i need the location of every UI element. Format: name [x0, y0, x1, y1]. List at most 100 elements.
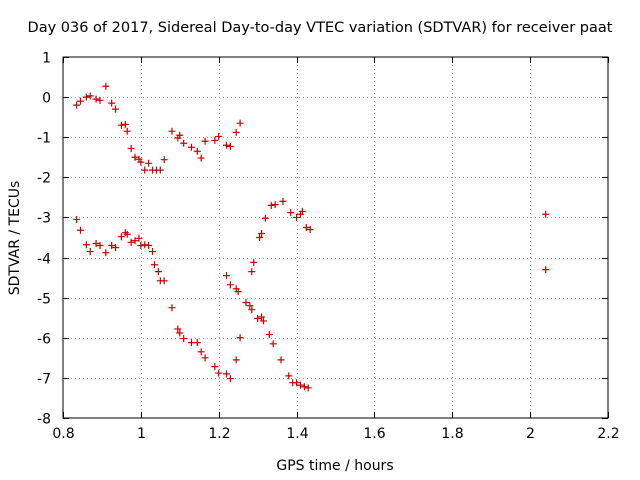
data-point [234, 288, 242, 296]
x-axis-label: GPS time / hours [276, 458, 393, 474]
chart-title: Day 036 of 2017, Sidereal Day-to-day VTE… [28, 20, 613, 36]
y-tick-label: -6 [37, 332, 51, 348]
y-tick-label: -3 [37, 211, 51, 227]
data-point [82, 93, 90, 101]
data-point [223, 141, 230, 149]
x-tick-label: 0.8 [52, 426, 74, 442]
data-point [304, 384, 312, 392]
data-point [117, 121, 125, 129]
data-point [176, 329, 184, 337]
data-point [248, 268, 256, 276]
data-point [141, 166, 149, 174]
data-point [285, 372, 293, 380]
data-point [197, 348, 205, 356]
data-point [223, 370, 230, 378]
data-point [123, 230, 131, 238]
data-point [150, 261, 158, 269]
data-point [277, 356, 285, 364]
data-point [226, 375, 234, 383]
y-tick-label: 1 [42, 51, 51, 67]
data-point [127, 238, 135, 246]
data-point [293, 379, 301, 387]
data-point [141, 241, 149, 249]
y-tick-labels: 1 0 -1 -2 -3 -4 -5 -6 -7 -8 [37, 51, 51, 428]
y-tick-label: -5 [37, 292, 51, 308]
data-point [96, 96, 104, 104]
data-point [180, 335, 188, 343]
data-point [193, 147, 201, 155]
data-point [127, 144, 135, 152]
data-point [269, 340, 277, 348]
y-tick-label: -8 [37, 412, 51, 428]
data-point [73, 101, 81, 109]
data-point [232, 128, 240, 136]
data-point [542, 210, 550, 218]
axis-ticks [63, 57, 609, 419]
data-point [302, 223, 310, 231]
x-tick-label: 1.4 [286, 426, 308, 442]
x-tick-label: 2 [526, 426, 535, 442]
data-point [236, 334, 244, 342]
data-point [201, 137, 209, 145]
data-point [232, 356, 240, 364]
data-point [250, 258, 258, 266]
data-point [246, 302, 254, 310]
y-tick-label: -1 [37, 131, 51, 147]
data-point [102, 82, 110, 90]
data-point [73, 215, 81, 223]
data-point [279, 197, 287, 205]
data-point [287, 209, 295, 217]
data-point [300, 383, 308, 391]
data-point [108, 99, 116, 107]
data-point [86, 248, 94, 256]
data-point [259, 317, 267, 325]
data-point [542, 266, 550, 274]
data-point [131, 237, 139, 245]
x-tick-label: 1.8 [441, 426, 463, 442]
data-point [92, 240, 100, 248]
data-points [73, 82, 550, 392]
data-point [197, 154, 205, 162]
data-point [96, 242, 104, 250]
data-point [156, 166, 164, 174]
x-tick-label: 2.2 [597, 426, 619, 442]
grid-lines [63, 57, 608, 418]
data-point [92, 95, 100, 103]
data-point [267, 201, 275, 209]
data-point [160, 277, 168, 285]
data-point [149, 248, 157, 256]
data-point [82, 241, 90, 249]
data-point [112, 244, 120, 252]
data-point [306, 225, 314, 233]
data-point [137, 242, 145, 250]
data-point [117, 233, 125, 241]
x-tick-label: 1 [137, 426, 146, 442]
data-point [102, 249, 110, 257]
data-point [236, 119, 244, 127]
data-point [261, 214, 269, 222]
x-tick-label: 1.2 [208, 426, 230, 442]
data-point [160, 156, 168, 164]
y-tick-label: -2 [37, 171, 51, 187]
y-tick-label: -7 [37, 372, 51, 388]
data-point [248, 306, 256, 314]
data-point [77, 226, 85, 234]
data-point [211, 363, 219, 371]
data-point [108, 242, 116, 250]
x-tick-labels: 0.8 1 1.2 1.4 1.6 1.8 2 2.2 [52, 426, 619, 442]
data-point [180, 139, 188, 147]
data-point [265, 331, 273, 339]
data-point [223, 272, 230, 280]
data-point [254, 315, 262, 323]
data-point [77, 97, 85, 105]
data-point [137, 158, 145, 166]
data-point [123, 127, 131, 135]
data-point [258, 229, 266, 237]
data-point [298, 207, 306, 215]
data-point [168, 304, 176, 312]
data-point [256, 234, 264, 241]
data-point [211, 136, 219, 144]
data-point [145, 242, 153, 250]
data-point [201, 354, 209, 362]
